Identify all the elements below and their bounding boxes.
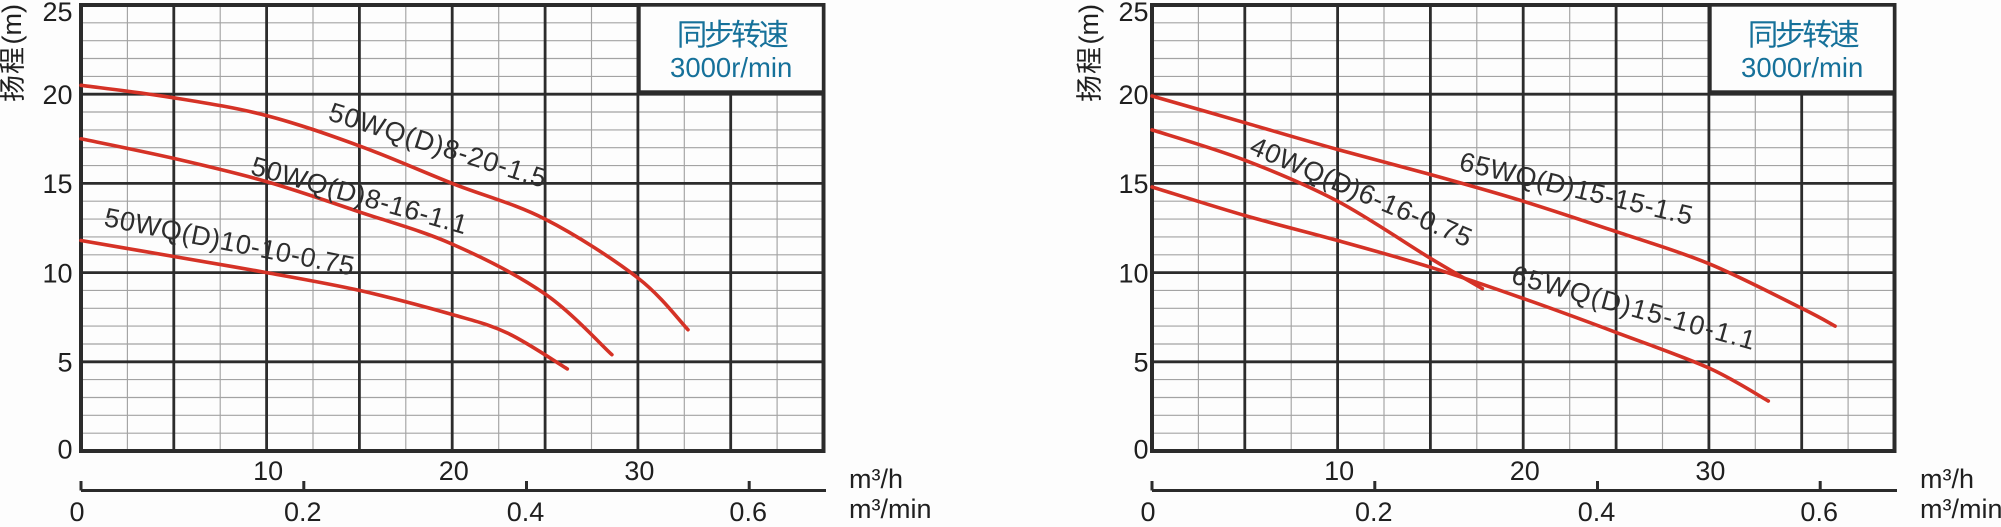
svg-text:20: 20: [1118, 80, 1148, 110]
svg-text:m³/h: m³/h: [1920, 464, 1974, 494]
svg-text:0.6: 0.6: [1800, 497, 1838, 522]
svg-text:3000r/min: 3000r/min: [1741, 52, 1863, 83]
svg-text:0.2: 0.2: [284, 497, 322, 522]
svg-text:20: 20: [42, 80, 72, 110]
svg-text:0: 0: [69, 497, 84, 522]
svg-text:0.4: 0.4: [1578, 497, 1616, 522]
svg-text:25: 25: [1118, 0, 1148, 27]
svg-text:30: 30: [624, 456, 654, 486]
svg-text:10: 10: [1324, 456, 1354, 486]
svg-text:20: 20: [1510, 456, 1540, 486]
svg-text:0: 0: [1140, 497, 1155, 522]
svg-text:0.4: 0.4: [507, 497, 545, 522]
svg-text:3000r/min: 3000r/min: [670, 52, 792, 83]
svg-text:25: 25: [42, 0, 72, 27]
svg-text:m³/h: m³/h: [849, 464, 903, 494]
svg-text:m³/min: m³/min: [849, 494, 932, 522]
svg-text:15: 15: [1118, 169, 1148, 199]
svg-text:20: 20: [439, 456, 469, 486]
svg-text:10: 10: [253, 456, 283, 486]
svg-text:m³/min: m³/min: [1920, 494, 2001, 522]
svg-text:0: 0: [57, 435, 72, 465]
svg-text:15: 15: [42, 169, 72, 199]
svg-text:5: 5: [57, 348, 72, 378]
svg-text:10: 10: [42, 258, 72, 288]
svg-text:(m): (m): [0, 4, 27, 44]
svg-text:0.2: 0.2: [1355, 497, 1393, 522]
svg-text:10: 10: [1118, 258, 1148, 288]
svg-text:0: 0: [1133, 435, 1148, 465]
svg-text:30: 30: [1695, 456, 1725, 486]
svg-text:5: 5: [1133, 348, 1148, 378]
svg-text:(m): (m): [1074, 4, 1104, 44]
svg-text:0.6: 0.6: [729, 497, 767, 522]
